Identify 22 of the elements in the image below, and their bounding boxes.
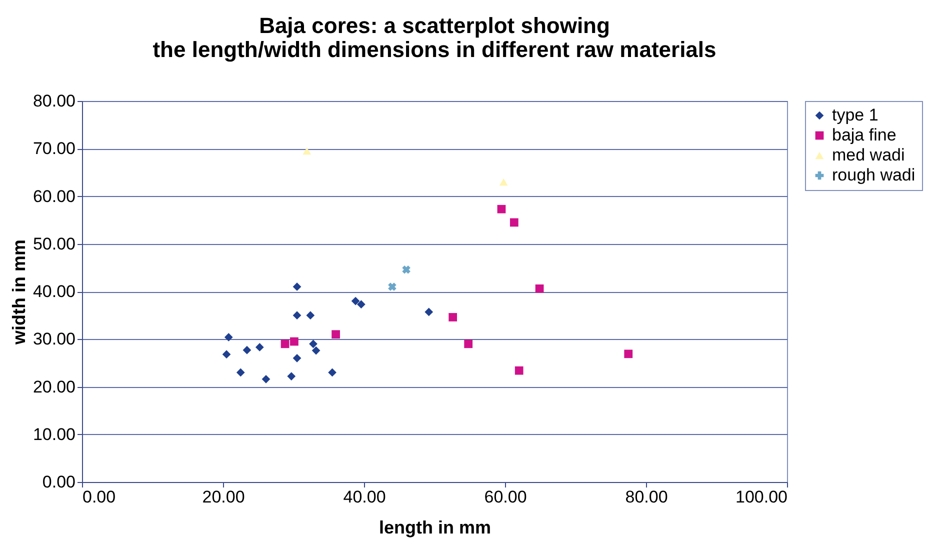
y-tick-label: 80.00: [32, 92, 76, 110]
x-tick-label: 40.00: [343, 488, 386, 506]
y-tick-label: 70.00: [32, 139, 76, 158]
y-tick-label: 60.00: [32, 186, 76, 206]
y-tick-label: 0.00: [42, 472, 76, 492]
x-axis-title: length in mm: [379, 518, 491, 538]
y-tick-label: 30.00: [32, 330, 76, 349]
legend-label: med wadi: [832, 146, 905, 164]
y-tick-label: 40.00: [32, 282, 76, 301]
legend-label: baja fine: [832, 126, 896, 144]
y-axis-title: width in mm: [8, 240, 29, 346]
y-tick-label: 50.00: [32, 234, 76, 254]
legend-label: rough wadi: [832, 166, 916, 184]
legend-label: type 1: [832, 106, 878, 124]
x-tick-label: 0.00: [82, 488, 116, 506]
chart-title: Baja cores: a scatterplot showing the length/width dimensions in different raw materials: [152, 13, 716, 62]
x-tick-label: 20.00: [202, 488, 245, 506]
x-tick-label: 100.00: [736, 488, 788, 506]
y-tick-label: 20.00: [32, 377, 76, 396]
x-tick-label: 80.00: [625, 488, 668, 506]
y-tick-label: 10.00: [32, 424, 76, 444]
x-tick-label: 60.00: [484, 488, 527, 506]
